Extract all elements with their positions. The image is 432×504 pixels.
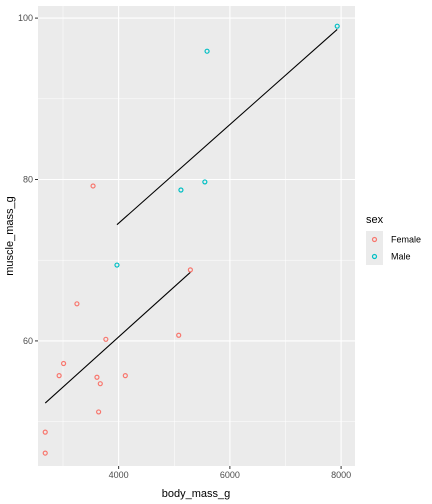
point-female — [42, 429, 48, 435]
y-axis: 60 80 100 — [18, 13, 38, 346]
point-male — [114, 262, 120, 268]
point-female — [74, 301, 80, 307]
regression-lines — [44, 28, 338, 404]
minor-grid — [38, 6, 355, 466]
point-female — [176, 332, 182, 338]
point-female — [97, 381, 103, 387]
point-female — [187, 267, 193, 273]
x-tick-label: 8000 — [331, 470, 351, 480]
point-female — [94, 374, 100, 380]
x-tick-label: 6000 — [220, 470, 240, 480]
legend-key-male — [366, 248, 383, 265]
x-axis-title: body_mass_g — [162, 488, 231, 500]
x-axis: 4000 6000 8000 — [109, 466, 351, 480]
data-points — [42, 23, 340, 456]
legend-point-female — [371, 236, 378, 243]
panel-background — [38, 6, 355, 466]
x-tick-label: 4000 — [109, 470, 129, 480]
point-male — [334, 23, 340, 29]
fit-line-female — [44, 271, 191, 404]
point-female — [90, 183, 96, 189]
legend-entry-male: Male — [366, 248, 411, 265]
point-male — [202, 179, 208, 185]
point-female — [122, 373, 128, 379]
legend-label-female: Female — [391, 235, 421, 245]
point-male — [204, 48, 210, 54]
point-male — [178, 187, 184, 193]
y-tick-label: 80 — [23, 175, 33, 185]
y-tick-label: 100 — [18, 13, 33, 23]
legend: sex Female Male — [366, 214, 421, 265]
legend-key-female — [366, 231, 383, 248]
legend-title: sex — [366, 214, 384, 226]
major-grid — [38, 6, 355, 466]
point-female — [96, 409, 102, 415]
point-female — [42, 450, 48, 456]
point-female — [60, 360, 67, 367]
legend-entry-female: Female — [366, 231, 421, 248]
fit-line-male — [116, 28, 338, 226]
point-female — [103, 336, 109, 342]
point-female — [56, 373, 62, 379]
legend-label-male: Male — [391, 252, 411, 262]
y-tick-label: 60 — [23, 336, 33, 346]
y-axis-title: muscle_mass_g — [4, 196, 16, 275]
legend-point-male — [371, 253, 378, 260]
